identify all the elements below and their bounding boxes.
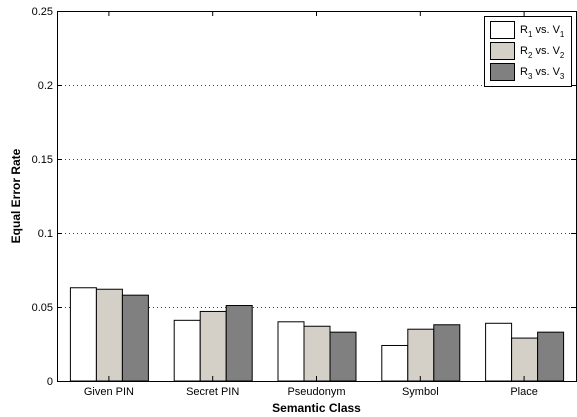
legend-swatch-1 [490, 21, 515, 39]
bar-2 [303, 325, 331, 382]
bar-1 [277, 321, 305, 382]
bar-2 [407, 328, 435, 382]
bar-1 [173, 319, 201, 382]
bar-3 [433, 324, 461, 382]
legend-label-1: R1 vs. V1 [520, 24, 565, 39]
legend-label-3: R3 vs. V3 [520, 66, 565, 81]
y-axis-ticks: 0 0.05 0.1 0.15 0.2 0.25 [32, 6, 576, 388]
legend: R1 vs. V1 R2 vs. V2 R3 vs. V3 [484, 16, 572, 87]
x-tick-label: Given PIN [84, 386, 134, 398]
bar-2 [511, 337, 539, 382]
bar-1 [69, 287, 97, 382]
bar-1 [381, 344, 409, 382]
y-tick-label: 0.15 [32, 154, 53, 166]
bar-1 [485, 322, 513, 382]
x-tick-label: Symbol [402, 386, 439, 398]
bar-2 [95, 288, 123, 382]
bar-3 [121, 294, 149, 382]
x-tick-label: Place [510, 386, 538, 398]
bar-3 [329, 331, 357, 382]
y-tick-label: 0.2 [38, 80, 53, 92]
y-axis-title: Equal Error Rate [9, 148, 23, 243]
y-tick-label: 0.1 [38, 228, 53, 240]
x-axis-ticks: Given PIN Secret PIN Pseudonym Symbol Place [84, 11, 538, 398]
bar-3 [225, 305, 253, 382]
legend-label-2: R2 vs. V2 [520, 45, 565, 60]
grid-lines [57, 85, 576, 308]
bar-3 [537, 331, 565, 382]
legend-swatch-2 [490, 42, 515, 60]
bar-2 [199, 310, 227, 382]
x-tick-label: Pseudonym [287, 386, 345, 398]
y-tick-label: 0.05 [32, 302, 53, 314]
x-axis-title: Semantic Class [272, 401, 361, 415]
legend-swatch-3 [490, 63, 515, 81]
x-tick-label: Secret PIN [186, 386, 239, 398]
y-tick-label: 0 [47, 376, 53, 388]
y-tick-label: 0.25 [32, 6, 53, 18]
bars-group [69, 287, 565, 382]
